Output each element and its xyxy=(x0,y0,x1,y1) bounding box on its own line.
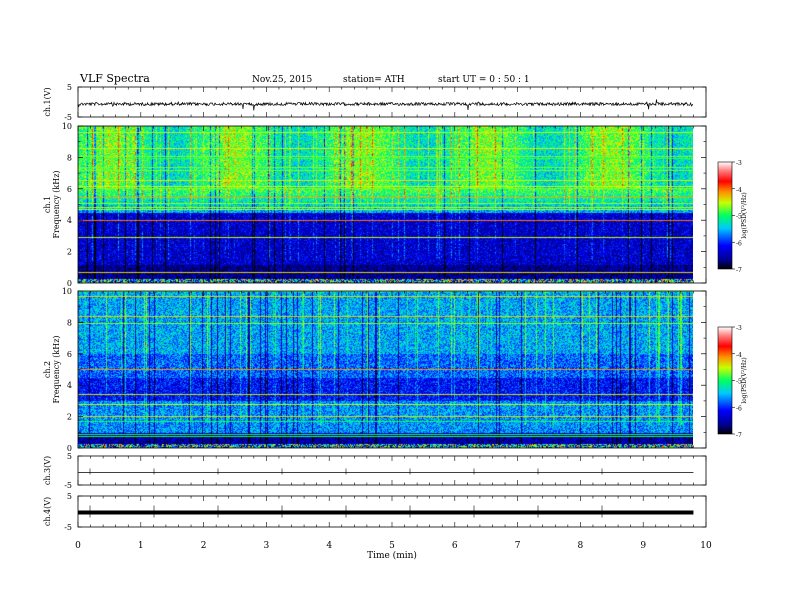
channel-label: ch.1 xyxy=(43,196,52,213)
x-tick-label: 3 xyxy=(264,541,270,551)
y-tick-label: 2 xyxy=(67,413,72,422)
y-tick-label: 0 xyxy=(67,279,72,288)
colorbar-label: log(PSD(V²/Hz) xyxy=(741,357,748,404)
spectrogram-image xyxy=(78,126,693,283)
panel-ch3: 5 -5 ch.3(V) xyxy=(43,452,707,490)
colorbar-tick-label: -5 xyxy=(736,379,742,386)
panel-ch1: 5 -5 ch.1(V) xyxy=(43,83,707,122)
figure-title: VLF Spectra xyxy=(79,72,150,85)
x-tick-label: 10 xyxy=(700,541,712,551)
x-tick-label: 1 xyxy=(138,541,144,551)
colorbar-label: log(PSD(V²/Hz) xyxy=(741,192,748,239)
colorbar xyxy=(717,326,733,435)
y-tick-label: 6 xyxy=(67,350,72,359)
x-tick-label: 7 xyxy=(515,541,521,551)
colorbar-tick-label: -5 xyxy=(736,214,742,221)
colorbar-tick-label: -3 xyxy=(736,325,742,332)
spectrogram-image xyxy=(78,291,693,448)
x-tick-label: 6 xyxy=(452,541,458,551)
x-axis-label: Time (min) xyxy=(367,550,417,561)
x-tick-labels: 0 1 2 3 4 5 6 7 8 9 10 xyxy=(75,541,712,551)
ch1-trace xyxy=(77,99,694,111)
y-tick-label: 10 xyxy=(62,287,72,296)
y-axis-label: Frequency (kHz) xyxy=(52,335,61,403)
y-tick-label: -5 xyxy=(64,113,72,122)
panel-spec2: 0 2 4 6 8 10 ch.2 Frequency (kHz) -3 -4 -5 -6 -7 log(… xyxy=(43,287,748,453)
x-tick-label: 2 xyxy=(201,541,207,551)
panel-ch4: 5 -5 ch.4(V) xyxy=(43,492,707,532)
date-label: Nov.25, 2015 xyxy=(252,75,313,85)
y-tick-label: 4 xyxy=(67,216,72,225)
y-tick-label: 2 xyxy=(67,248,72,257)
x-tick-label: 5 xyxy=(389,541,395,551)
x-tick-label: 8 xyxy=(578,541,584,551)
y-tick-label: 5 xyxy=(67,452,72,461)
y-tick-label: -5 xyxy=(64,481,72,490)
y-tick-label: 8 xyxy=(67,318,72,327)
ch4-trace xyxy=(78,510,694,515)
y-tick-label: 10 xyxy=(62,122,72,131)
colorbar xyxy=(717,161,733,270)
start-time-label: start UT = 0 : 50 : 1 xyxy=(438,75,530,85)
x-tick-label: 4 xyxy=(326,541,332,551)
panel-spec1: 0 2 4 6 8 10 ch.1 Frequency (kHz) -3 -4 -5 -6 -7 log(… xyxy=(43,122,748,288)
y-axis-label: Frequency (kHz) xyxy=(52,170,61,238)
colorbar-tick-label: -4 xyxy=(736,187,742,194)
colorbar-tick-label: -6 xyxy=(736,405,742,412)
y-tick-label: 5 xyxy=(67,492,72,501)
x-tick-label: 0 xyxy=(75,541,81,551)
colorbar-tick-label: -3 xyxy=(736,160,742,167)
channel-label: ch.3(V) xyxy=(43,456,52,485)
channel-label: ch.2 xyxy=(43,361,52,378)
channel-label: ch.1(V) xyxy=(43,87,52,116)
y-tick-label: 8 xyxy=(67,153,72,162)
y-tick-label: 5 xyxy=(67,83,72,92)
station-label: station= ATH xyxy=(343,75,405,85)
colorbar-tick-label: -6 xyxy=(736,240,742,247)
y-tick-label: 6 xyxy=(67,185,72,194)
colorbar-tick-label: -4 xyxy=(736,352,742,359)
y-tick-label: -5 xyxy=(64,523,72,532)
x-tick-label: 9 xyxy=(640,541,646,551)
colorbar-tick-label: -7 xyxy=(736,432,742,439)
y-tick-label: 4 xyxy=(67,381,72,390)
channel-label: ch.4(V) xyxy=(43,497,52,526)
colorbar-tick-label: -7 xyxy=(736,267,742,274)
y-tick-label: 0 xyxy=(67,444,72,453)
